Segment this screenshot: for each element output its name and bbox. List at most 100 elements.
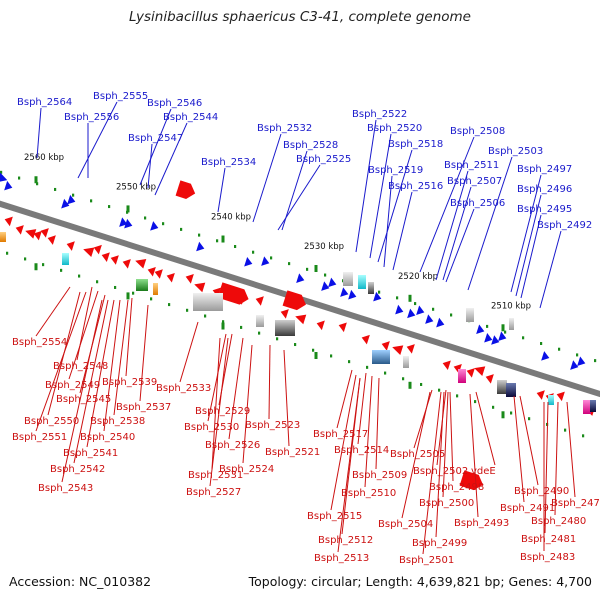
reverse-gene-label: Bsph_2540 — [80, 432, 135, 443]
rna-feature-box — [497, 380, 507, 394]
major-tick-inner — [408, 381, 412, 389]
forward-gene-label: Bsph_2516 — [388, 181, 443, 192]
reverse-leader-line — [228, 337, 244, 440]
rna-feature-box — [403, 356, 409, 368]
reverse-leader-line — [330, 374, 357, 511]
forward-gene-arrow — [425, 314, 434, 324]
forward-leader-line — [419, 136, 475, 273]
reverse-leader-line — [469, 393, 479, 518]
forward-gene-label: Bsph_2506 — [450, 198, 505, 209]
reverse-gene-arrow — [295, 314, 307, 325]
reverse-gene-label: Bsph_2527 — [186, 487, 241, 498]
major-tick — [408, 294, 412, 302]
forward-leader-line — [510, 174, 542, 293]
major-tick — [314, 265, 318, 273]
rna-feature-box — [343, 272, 353, 286]
minor-tick-forward — [0, 170, 3, 174]
forward-gene-arrow — [416, 305, 425, 315]
rna-feature-box — [583, 400, 591, 414]
minor-tick-forward — [180, 227, 183, 231]
reverse-gene-arrow — [485, 374, 494, 384]
reverse-leader-line — [268, 344, 271, 420]
reverse-gene-label: Bsph_2539 — [102, 377, 157, 388]
reverse-gene-label: Bsph_2513 — [314, 553, 369, 564]
forward-gene-arrow — [395, 304, 404, 315]
forward-gene-arrow — [328, 277, 337, 288]
forward-leader-line — [435, 170, 469, 281]
forward-gene-arrow — [321, 281, 330, 291]
reverse-gene-label: Bsph_2491 — [500, 503, 555, 514]
reverse-leader-line — [209, 337, 229, 487]
forward-gene-arrow — [0, 172, 8, 183]
rna-feature-box — [372, 350, 390, 364]
minor-tick-forward — [594, 359, 597, 363]
minor-tick-reverse — [276, 337, 279, 341]
minor-tick-reverse — [366, 365, 369, 369]
forward-leader-line — [392, 191, 413, 271]
minor-tick-reverse — [6, 251, 9, 255]
minor-tick-reverse — [384, 371, 387, 375]
reverse-gene-arrow — [4, 216, 13, 227]
minor-tick-forward — [378, 290, 381, 294]
major-tick — [126, 205, 130, 213]
minor-tick-forward — [216, 239, 219, 243]
forward-gene-arrow — [484, 333, 493, 343]
forward-gene-label: Bsph_2495 — [517, 204, 572, 215]
reverse-gene-label: Bsph_2502 — [413, 466, 468, 477]
rna-feature-box — [275, 320, 295, 336]
rna-feature-box — [466, 308, 474, 322]
forward-gene-label: Bsph_2511 — [444, 160, 499, 171]
major-tick-inner — [314, 352, 318, 360]
minor-tick-reverse — [348, 360, 351, 364]
forward-leader-line — [442, 186, 472, 281]
minor-tick-forward — [234, 245, 237, 249]
reverse-gene-arrow — [406, 344, 415, 354]
reverse-gene-label: Bsph_2521 — [265, 447, 320, 458]
reverse-gene-label: Bsph_2505 — [390, 449, 445, 460]
reverse-gene-label: Bsph_2499 — [412, 538, 467, 549]
rna-feature-box — [256, 315, 264, 327]
forward-gene-label: Bsph_2507 — [447, 176, 502, 187]
minor-tick-forward — [414, 302, 417, 306]
reverse-gene-arrow — [316, 320, 325, 331]
reverse-gene-label: Bsph_2480 — [531, 516, 586, 527]
major-tick-inner — [501, 411, 505, 419]
reverse-leader-line — [364, 375, 373, 488]
minor-tick-forward — [324, 273, 327, 277]
reverse-gene-label: vdeE — [471, 466, 496, 477]
reverse-gene-block — [459, 470, 483, 491]
minor-tick-forward — [270, 256, 273, 260]
forward-gene-label: Bsph_2518 — [388, 139, 443, 150]
forward-leader-line — [467, 156, 513, 291]
forward-gene-label: Bsph_2547 — [128, 133, 183, 144]
forward-leader-line — [277, 164, 321, 231]
major-tick — [34, 176, 38, 184]
forward-gene-label: Bsph_2544 — [163, 112, 218, 123]
reverse-gene-block — [175, 180, 196, 199]
scale-label: 2550 kbp — [116, 182, 156, 192]
minor-tick-forward — [486, 324, 489, 328]
forward-gene-label: Bsph_2534 — [201, 157, 256, 168]
minor-tick-forward — [522, 336, 525, 340]
rna-feature-box — [458, 369, 466, 383]
reverse-gene-label: Bsph_2504 — [378, 519, 433, 530]
reverse-leader-line — [401, 391, 431, 519]
reverse-gene-label: Bsph_2515 — [307, 511, 362, 522]
reverse-leader-line — [513, 395, 525, 503]
forward-gene-label: Bsph_2546 — [147, 98, 202, 109]
reverse-gene-arrow — [154, 269, 163, 279]
scale-label: 2530 kbp — [304, 242, 344, 252]
reverse-gene-label: Bsph_2501 — [399, 555, 454, 566]
reverse-gene-label: Bsph_2498 — [429, 482, 484, 493]
reverse-leader-line — [357, 372, 367, 445]
reverse-gene-arrow — [166, 273, 175, 283]
forward-gene-arrow — [373, 291, 382, 302]
minor-tick-forward — [144, 216, 147, 220]
minor-tick-reverse — [96, 280, 99, 284]
reverse-gene-label: Bsph_2490 — [514, 486, 569, 497]
minor-tick-reverse — [510, 411, 513, 415]
reverse-leader-line — [566, 401, 576, 498]
minor-tick-reverse — [402, 377, 405, 381]
reverse-gene-label: Bsph_2550 — [24, 416, 79, 427]
